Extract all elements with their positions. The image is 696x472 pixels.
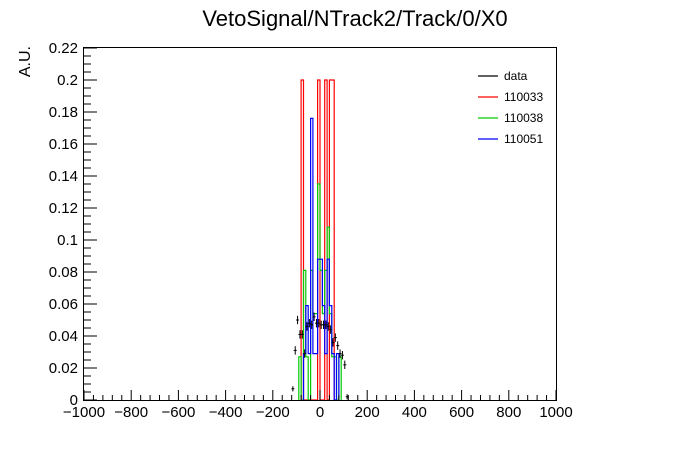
x-tick-label: −600 <box>162 404 196 421</box>
data-point <box>343 360 347 369</box>
y-axis-label: A.U. <box>17 46 34 77</box>
data-point <box>324 320 328 329</box>
data-point <box>303 349 307 358</box>
x-tick-label: −400 <box>209 404 243 421</box>
legend-entry: 110038 <box>478 111 543 125</box>
y-tick-label: 0.08 <box>49 264 78 281</box>
data-point <box>329 325 333 334</box>
legend-entry: 110051 <box>478 132 543 146</box>
legend: data 110033 110038 110051 <box>478 69 543 146</box>
legend-entry: data <box>478 69 528 83</box>
data-point <box>305 322 309 331</box>
legend-entry: 110033 <box>478 90 543 104</box>
y-tick-label: 0.18 <box>49 104 78 121</box>
y-tick-label: 0.1 <box>57 232 78 249</box>
x-tick-label: −200 <box>256 404 290 421</box>
data-point <box>293 346 297 355</box>
x-tick-label: 400 <box>402 404 427 421</box>
y-tick-label: 0.14 <box>49 168 78 185</box>
y-tick-label: 0.2 <box>57 72 78 89</box>
legend-label: data <box>504 69 528 83</box>
plot-frame <box>83 47 557 401</box>
legend-label: 110038 <box>504 111 543 125</box>
data-point <box>310 320 314 329</box>
data-point <box>312 312 316 321</box>
data-point <box>307 319 311 328</box>
chart-title: VetoSignal/NTrack2/Track/0/X0 <box>202 6 507 31</box>
series-110051-line <box>302 117 340 401</box>
x-tick-label: 1000 <box>539 404 572 421</box>
legend-label: 110051 <box>504 132 543 146</box>
x-tick-label: 0 <box>316 404 324 421</box>
y-tick-label: 0.12 <box>49 200 78 217</box>
y-tick-label: 0.04 <box>49 328 78 345</box>
x-tick-label: −1000 <box>63 404 105 421</box>
data-point <box>300 330 304 339</box>
data-point <box>291 386 295 392</box>
data-point <box>338 349 342 358</box>
data-point <box>296 315 300 325</box>
data-point <box>317 319 321 328</box>
data-point <box>326 322 330 331</box>
y-tick-label: 0.02 <box>49 360 78 377</box>
data-point <box>336 341 340 350</box>
y-tick-label: 0.16 <box>49 136 78 153</box>
y-tick-label: 0.06 <box>49 296 78 313</box>
y-tick-label: 0.22 <box>49 40 78 57</box>
data-point <box>333 333 337 342</box>
data-point <box>340 351 344 360</box>
x-tick-label: −800 <box>114 404 148 421</box>
legend-label: 110033 <box>504 90 543 104</box>
x-tick-label: 800 <box>496 404 521 421</box>
data-point <box>331 338 335 347</box>
x-tick-label: 600 <box>449 404 474 421</box>
y-tick-label: 0 <box>70 392 78 409</box>
x-tick-label: 200 <box>355 404 380 421</box>
axes: −1000 −800 −600 −400 −200 0 200 400 600 800 1000 0 0… <box>49 40 573 421</box>
